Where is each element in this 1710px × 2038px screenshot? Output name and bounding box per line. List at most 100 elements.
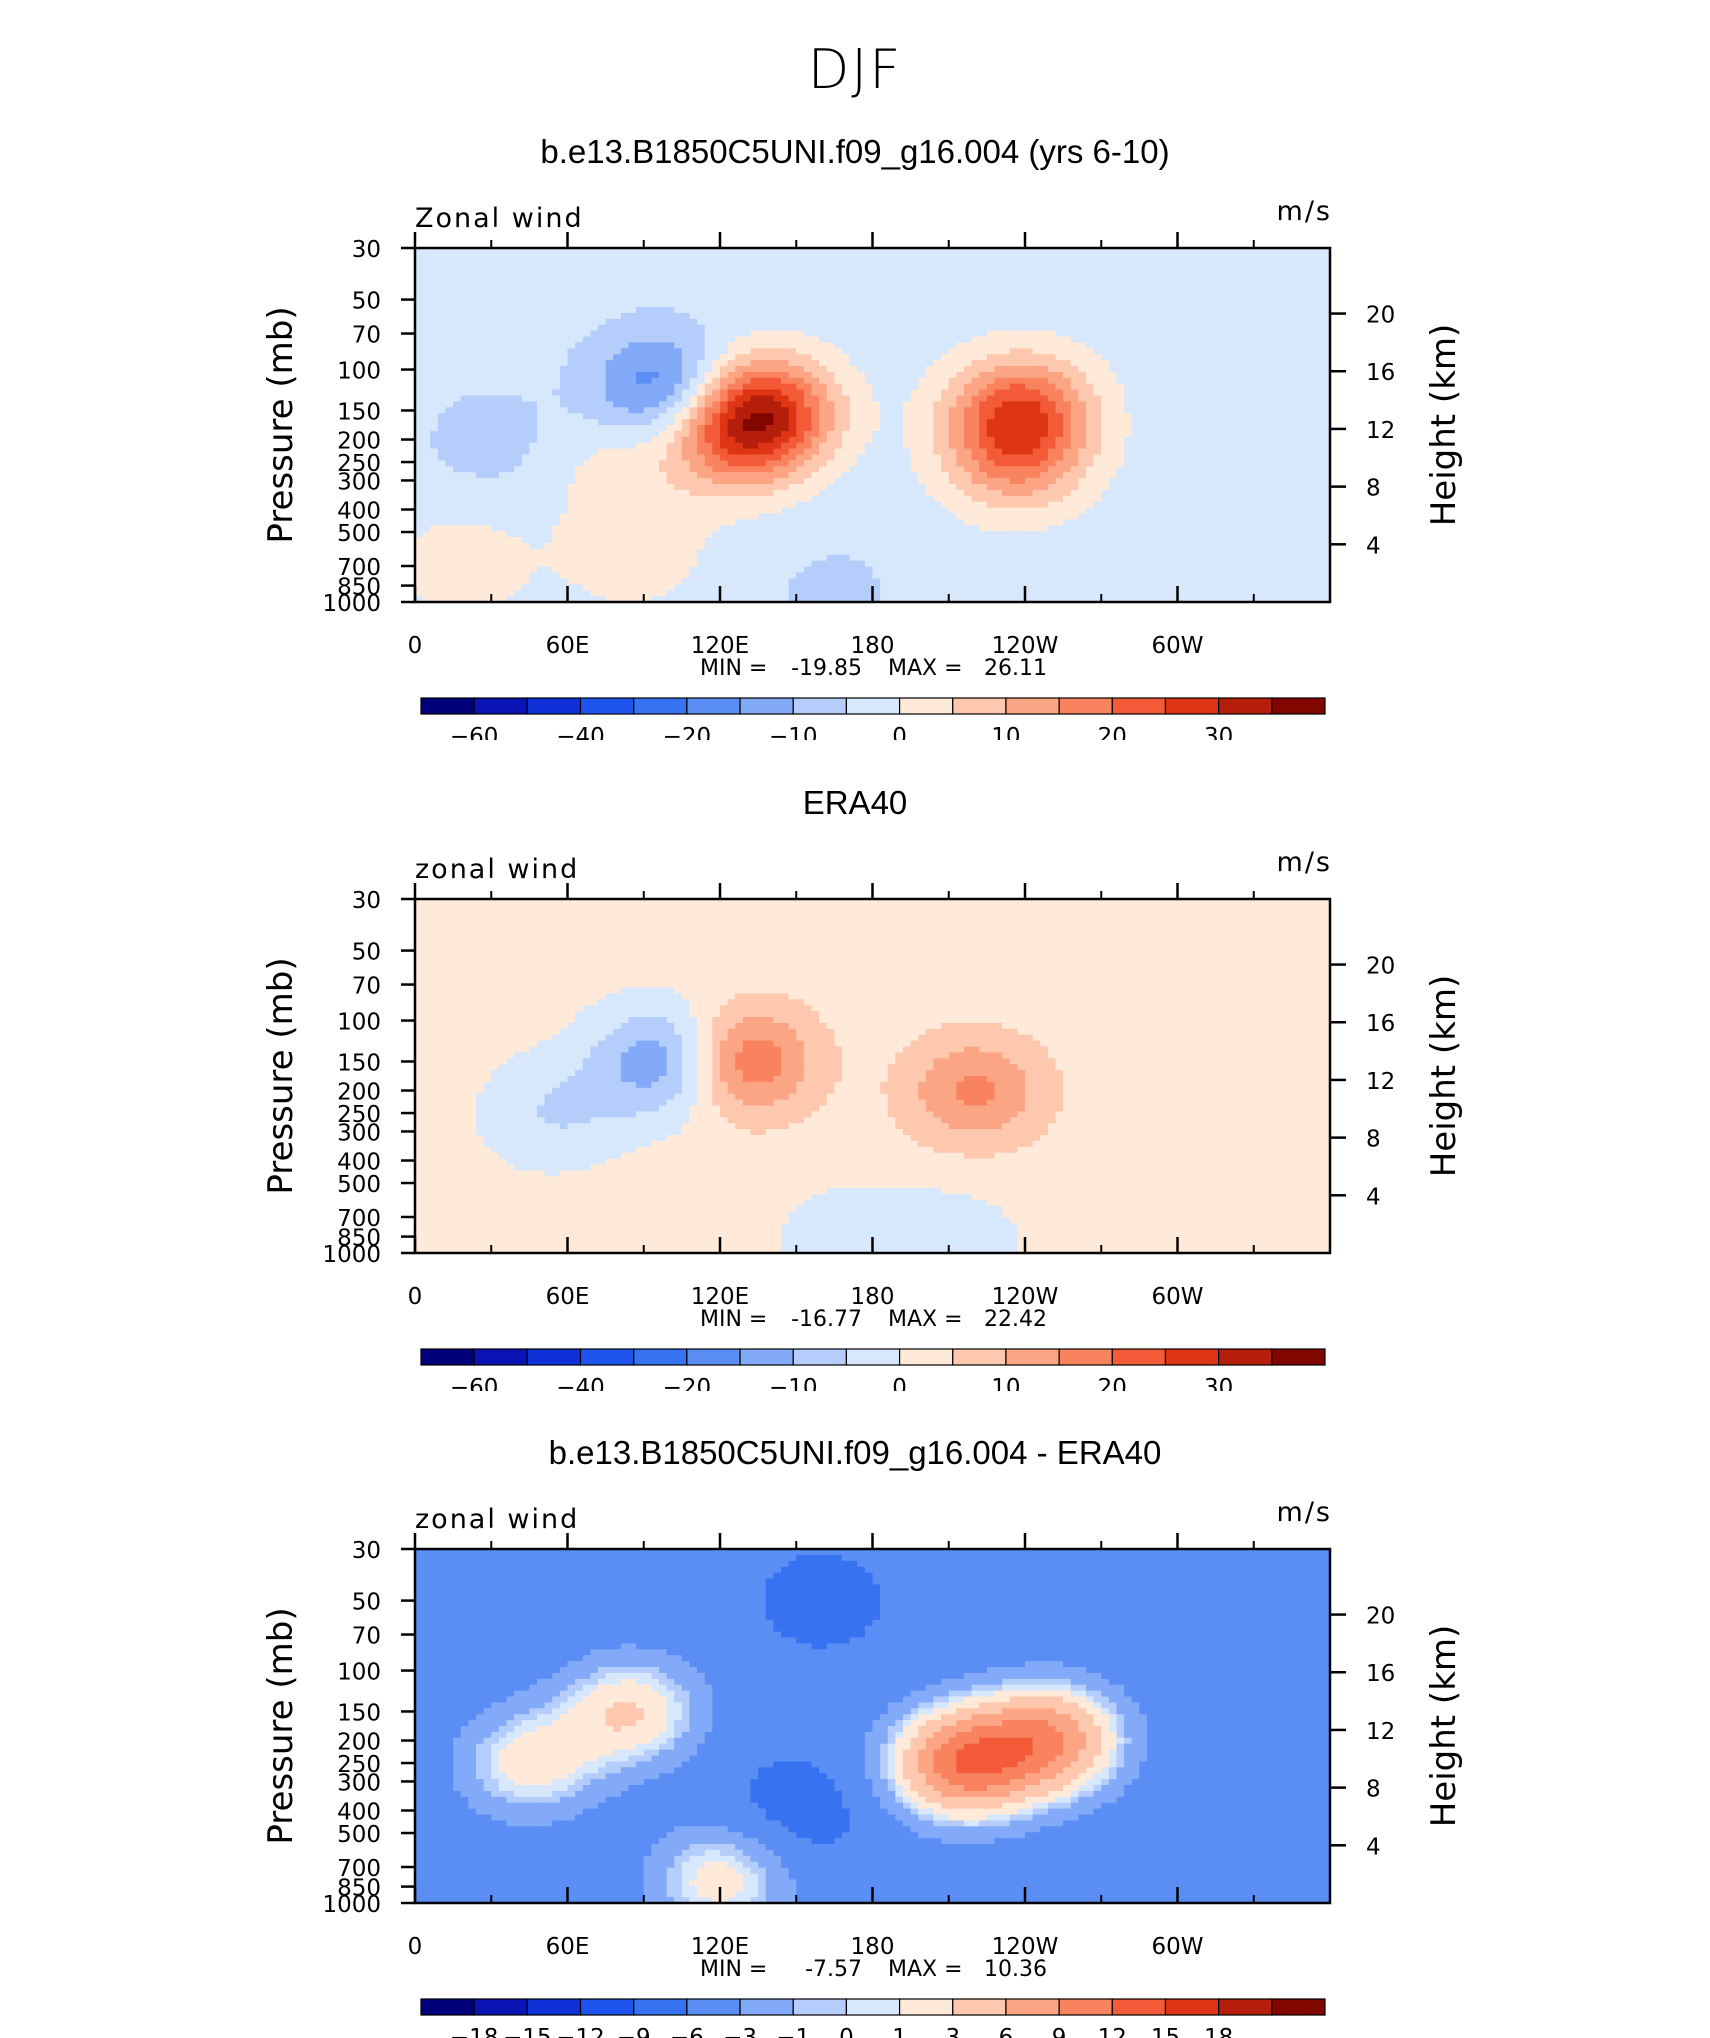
field-cell xyxy=(773,259,782,267)
field-cell xyxy=(605,371,614,379)
field-cell xyxy=(857,537,866,544)
field-cell xyxy=(1025,436,1034,444)
field-cell xyxy=(613,436,622,444)
field-cell xyxy=(971,507,980,515)
field-cell xyxy=(925,436,935,444)
field-cell xyxy=(956,324,965,332)
field-cell xyxy=(460,484,469,491)
field-cell xyxy=(750,259,759,267)
field-cell xyxy=(620,560,630,568)
field-cell xyxy=(1002,442,1011,450)
field-cell xyxy=(842,484,851,491)
field-cell xyxy=(1002,548,1011,556)
field-cell xyxy=(567,271,576,279)
field-cell xyxy=(857,389,866,397)
field-cell xyxy=(422,543,431,550)
field-cell xyxy=(857,407,866,414)
field-cell xyxy=(651,531,660,538)
field-cell xyxy=(925,554,935,562)
field-cell xyxy=(918,318,927,326)
field-cell xyxy=(567,307,576,314)
field-cell xyxy=(758,566,767,574)
field-cell xyxy=(567,265,576,273)
field-cell xyxy=(956,377,965,385)
field-cell xyxy=(514,348,523,355)
field-cell xyxy=(811,307,820,314)
field-cell xyxy=(613,342,622,349)
field-cell xyxy=(628,584,637,591)
field-cell xyxy=(864,413,874,420)
field-cell xyxy=(834,466,843,473)
field-cell xyxy=(559,436,569,444)
field-cell xyxy=(437,413,447,420)
field-cell xyxy=(483,525,492,532)
field-cell xyxy=(445,383,454,391)
field-cell xyxy=(834,484,843,491)
field-cell xyxy=(697,489,706,497)
field-cell xyxy=(1025,572,1034,579)
field-cell xyxy=(666,336,675,343)
field-cell xyxy=(956,507,965,515)
field-cell xyxy=(758,419,767,426)
field-cell xyxy=(666,484,675,491)
field-cell xyxy=(933,537,942,544)
field-cell xyxy=(430,478,439,485)
field-cell xyxy=(910,271,919,279)
field-cell xyxy=(651,495,660,503)
field-cell xyxy=(514,448,523,456)
field-cell xyxy=(925,342,935,349)
field-cell xyxy=(643,371,652,379)
field-cell xyxy=(712,277,721,284)
field-cell xyxy=(903,513,912,520)
field-cell xyxy=(826,596,835,603)
field-cell xyxy=(643,460,652,467)
field-cell xyxy=(758,543,767,550)
field-cell xyxy=(582,590,591,597)
field-cell xyxy=(460,489,469,497)
field-cell xyxy=(521,472,530,479)
field-cell xyxy=(857,301,866,308)
field-cell xyxy=(971,513,980,520)
field-cell xyxy=(1009,566,1018,574)
field-cell xyxy=(1025,525,1034,532)
field-cell xyxy=(910,318,919,326)
field-cell xyxy=(895,507,904,515)
field-cell xyxy=(941,389,950,397)
field-cell xyxy=(712,295,721,302)
field-cell xyxy=(910,548,919,556)
field-cell xyxy=(537,596,546,603)
field-cell xyxy=(872,248,881,255)
field-cell xyxy=(796,389,805,397)
field-cell xyxy=(559,377,569,385)
field-cell xyxy=(552,430,561,438)
field-cell xyxy=(941,566,950,574)
field-cell xyxy=(422,590,431,597)
field-cell xyxy=(613,301,622,308)
field-cell xyxy=(651,259,660,267)
field-cell xyxy=(1040,495,1049,503)
field-cell xyxy=(415,472,424,479)
field-cell xyxy=(1032,554,1041,562)
field-cell xyxy=(704,513,713,520)
field-cell xyxy=(529,543,538,550)
field-cell xyxy=(811,537,820,544)
field-cell xyxy=(476,466,485,473)
field-cell xyxy=(712,419,721,426)
field-cell xyxy=(910,543,919,550)
field-cell xyxy=(948,348,957,355)
field-cell xyxy=(781,436,790,444)
field-cell xyxy=(742,248,752,255)
field-cell xyxy=(620,548,630,556)
field-cell xyxy=(864,525,874,532)
field-cell xyxy=(1047,265,1057,273)
field-cell xyxy=(636,590,645,597)
field-cell xyxy=(887,366,896,373)
field-cell xyxy=(720,407,729,414)
field-cell xyxy=(537,519,546,526)
field-cell xyxy=(636,301,645,308)
field-cell xyxy=(842,448,851,456)
field-cell xyxy=(636,348,645,355)
field-cell xyxy=(460,578,469,585)
field-cell xyxy=(903,248,912,255)
field-cell xyxy=(712,259,721,267)
